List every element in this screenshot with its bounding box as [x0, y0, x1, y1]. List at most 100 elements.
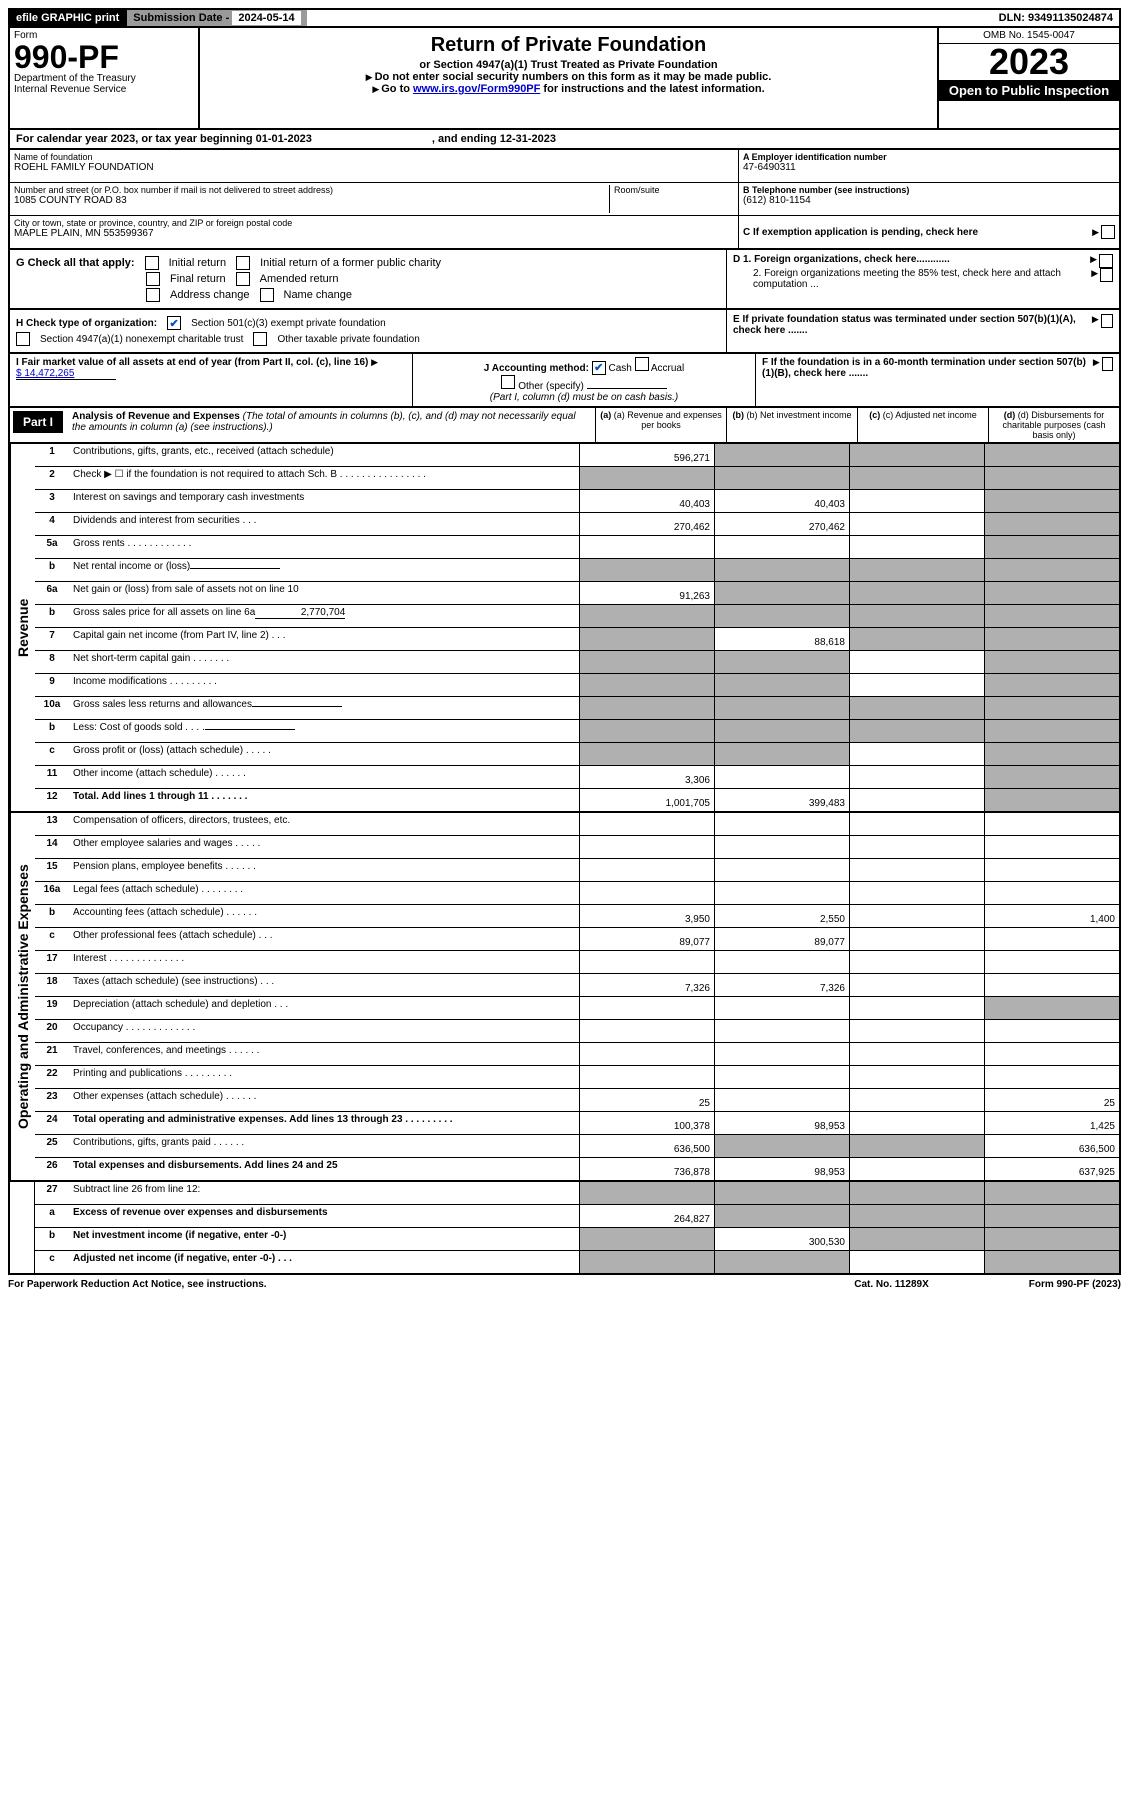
cell: 100,378 [579, 1112, 714, 1134]
telephone: (612) 810-1154 [743, 195, 1115, 206]
line-desc: Contributions, gifts, grants, etc., rece… [69, 444, 579, 466]
cb-f[interactable] [1102, 357, 1113, 371]
cell [984, 743, 1119, 765]
cell: 7,326 [714, 974, 849, 996]
line-desc: Less: Cost of goods sold . . . . [69, 720, 579, 742]
fmv-link[interactable]: $ 14,472,265 [16, 368, 116, 380]
cb-4947[interactable] [16, 332, 30, 346]
irs-link[interactable]: www.irs.gov/Form990PF [413, 83, 540, 95]
cell [849, 1135, 984, 1157]
cell [984, 951, 1119, 973]
cb-d2[interactable] [1100, 268, 1113, 282]
cell [714, 1089, 849, 1111]
cell: 1,400 [984, 905, 1119, 927]
cb-other-tax[interactable] [253, 332, 267, 346]
cell [579, 559, 714, 581]
cb-501c3[interactable]: ✔ [167, 316, 181, 330]
cell [984, 559, 1119, 581]
cell: 636,500 [579, 1135, 714, 1157]
cell [579, 1020, 714, 1042]
cell [849, 628, 984, 650]
line-desc: Net investment income (if negative, ente… [69, 1228, 579, 1250]
line-desc: Net short-term capital gain . . . . . . … [69, 651, 579, 673]
line-row: 14Other employee salaries and wages . . … [35, 836, 1119, 859]
cell [714, 997, 849, 1019]
cb-cash[interactable]: ✔ [592, 361, 606, 375]
cell [579, 674, 714, 696]
expenses-table: Operating and Administrative Expenses 13… [8, 813, 1121, 1182]
cell: 300,530 [714, 1228, 849, 1250]
cell: 25 [579, 1089, 714, 1111]
cell [849, 674, 984, 696]
cb-name-change[interactable] [260, 288, 274, 302]
cb-other-method[interactable] [501, 375, 515, 389]
cell [849, 605, 984, 627]
cell [984, 1020, 1119, 1042]
cell [579, 836, 714, 858]
cell [984, 766, 1119, 788]
line-desc: Accounting fees (attach schedule) . . . … [69, 905, 579, 927]
line-desc: Adjusted net income (if negative, enter … [69, 1251, 579, 1273]
summary-table: 27Subtract line 26 from line 12:aExcess … [8, 1182, 1121, 1275]
cell [984, 974, 1119, 996]
cell [849, 513, 984, 535]
line-row: 6aNet gain or (loss) from sale of assets… [35, 582, 1119, 605]
cell [849, 490, 984, 512]
ein: 47-6490311 [743, 162, 1115, 173]
cell [849, 859, 984, 881]
line-num: 15 [35, 859, 69, 881]
cell [849, 836, 984, 858]
cb-d1[interactable] [1099, 254, 1113, 268]
cell: 1,001,705 [579, 789, 714, 811]
line-num: 6a [35, 582, 69, 604]
cb-amended[interactable] [236, 272, 250, 286]
cell: 596,271 [579, 444, 714, 466]
cell: 3,306 [579, 766, 714, 788]
cell [849, 1020, 984, 1042]
cb-final-return[interactable] [146, 272, 160, 286]
line-desc: Pension plans, employee benefits . . . .… [69, 859, 579, 881]
cb-initial-return[interactable] [145, 256, 159, 270]
cell [984, 467, 1119, 489]
line-row: 10aGross sales less returns and allowanc… [35, 697, 1119, 720]
cell [849, 444, 984, 466]
line-desc: Subtract line 26 from line 12: [69, 1182, 579, 1204]
cb-initial-former[interactable] [236, 256, 250, 270]
cell [984, 720, 1119, 742]
city-state-zip: MAPLE PLAIN, MN 553599367 [14, 228, 734, 239]
cell [579, 813, 714, 835]
cell [984, 789, 1119, 811]
cell [984, 1066, 1119, 1088]
cb-e[interactable] [1101, 314, 1113, 328]
line-num: 9 [35, 674, 69, 696]
cell [849, 928, 984, 950]
line-num: 2 [35, 467, 69, 489]
cell [849, 813, 984, 835]
check-block-h: H Check type of organization: ✔Section 5… [8, 310, 1121, 354]
line-desc: Other expenses (attach schedule) . . . .… [69, 1089, 579, 1111]
cb-address-change[interactable] [146, 288, 160, 302]
page-footer: For Paperwork Reduction Act Notice, see … [8, 1275, 1121, 1294]
cell [579, 1251, 714, 1273]
cell [849, 1182, 984, 1204]
line-num: b [35, 559, 69, 581]
cell: 98,953 [714, 1112, 849, 1134]
checkbox-c[interactable] [1101, 225, 1115, 239]
cell [849, 720, 984, 742]
line-row: 12Total. Add lines 1 through 11 . . . . … [35, 789, 1119, 811]
cell [984, 928, 1119, 950]
cell [984, 674, 1119, 696]
check-block-g: G Check all that apply: Initial return I… [8, 250, 1121, 310]
line-row: 26Total expenses and disbursements. Add … [35, 1158, 1119, 1180]
form-header: Form 990-PF Department of the Treasury I… [8, 28, 1121, 130]
cell [984, 1228, 1119, 1250]
cb-accrual[interactable] [635, 357, 649, 371]
line-desc: Legal fees (attach schedule) . . . . . .… [69, 882, 579, 904]
line-desc: Gross rents . . . . . . . . . . . . [69, 536, 579, 558]
line-row: 18Taxes (attach schedule) (see instructi… [35, 974, 1119, 997]
arrow-icon [1092, 227, 1101, 238]
form-number: 990-PF [14, 41, 194, 73]
cell [579, 720, 714, 742]
line-row: 7Capital gain net income (from Part IV, … [35, 628, 1119, 651]
cell [984, 651, 1119, 673]
